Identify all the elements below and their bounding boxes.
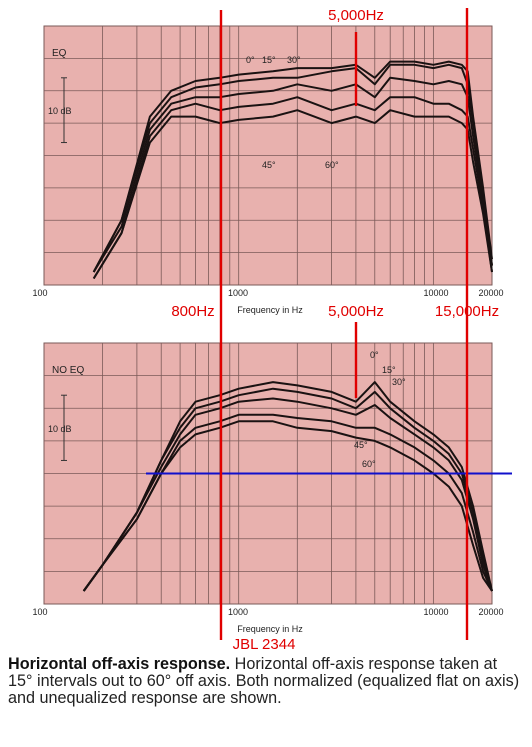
x-tick-label: 20000 [478,607,503,617]
angle-label: 45° [354,440,368,450]
angle-label: 15° [262,55,276,65]
chart-panel-no-eq: NO EQ 10 dB 0°15° 30° 45° 60° 100 1000 10000 2000… [32,342,512,634]
annotation-jbl-2344: JBL 2344 [233,636,296,653]
panel-corner-label: EQ [52,48,67,59]
x-tick-label: 10000 [423,607,448,617]
series-line-60deg [92,109,493,280]
annotation-5000hz-bottom: 5,000Hz [328,303,384,320]
annotation-800hz: 800Hz [171,303,214,320]
annotation-15000hz: 15,000Hz [435,303,499,320]
angle-label: 0° [246,55,255,65]
x-tick-label: 10000 [423,288,448,298]
x-tick-label: 20000 [478,288,503,298]
angle-label: 60° [325,160,339,170]
angle-label: 30° [392,377,406,387]
angle-label: 15° [382,365,396,375]
x-tick-label: 1000 [228,607,248,617]
x-axis-label: Frequency in Hz [237,305,303,315]
series-line-60deg [82,420,493,592]
panel-corner-label: NO EQ [52,365,84,376]
angle-label: 0° [370,350,379,360]
scale-marker-label: 10 dB [48,106,72,116]
figure-caption: Horizontal off-axis response. Horizontal… [8,656,526,707]
caption-text: Horizontal off-axis response taken at 15… [8,655,520,707]
chart-panel-eq: EQ 10 dB 0° 15° 30° 45° 60° 100 1000 10000 20000 Fr… [32,25,504,315]
series-line-0deg [82,381,493,592]
angle-label: 60° [362,459,376,469]
series-line-15deg [82,387,493,592]
angle-label: 30° [287,55,301,65]
annotation-5000hz-top: 5,000Hz [328,7,384,24]
x-tick-label: 100 [32,607,47,617]
angle-label: 45° [262,160,276,170]
caption-bold: Horizontal off-axis response. [8,655,231,673]
x-tick-label: 1000 [228,288,248,298]
x-tick-label: 100 [32,288,47,298]
scale-marker-label: 10 dB [48,424,72,434]
x-axis-label: Frequency in Hz [237,624,303,634]
series-line-45deg [82,413,493,592]
